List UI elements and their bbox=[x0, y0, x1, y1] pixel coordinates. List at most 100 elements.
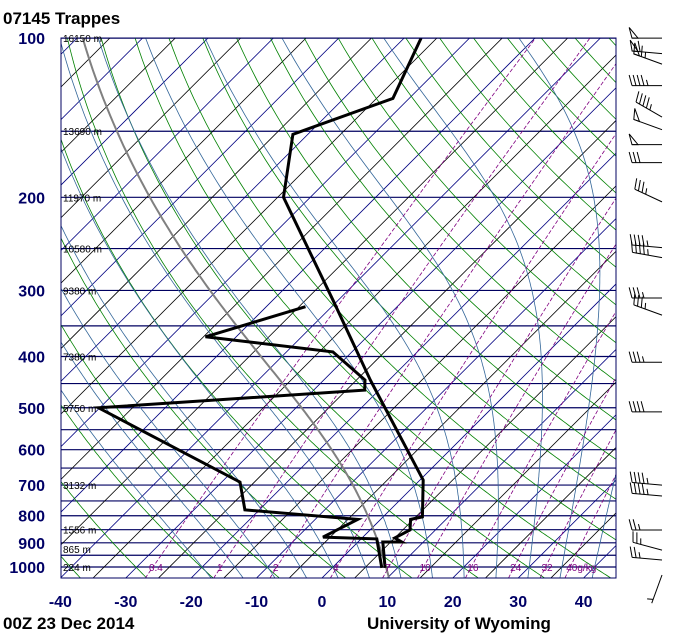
wind-barb bbox=[647, 574, 663, 604]
mixing-ratio-label: 24 bbox=[510, 563, 522, 574]
mixing-ratio-label: 32 bbox=[541, 563, 553, 574]
barb-feather bbox=[633, 293, 636, 305]
barb-feather bbox=[636, 287, 641, 299]
source-credit: University of Wyoming bbox=[367, 614, 551, 633]
wind-barb bbox=[630, 241, 663, 259]
mixing-ratio-label: 4 bbox=[333, 563, 339, 574]
temperature-tick-label: 40 bbox=[575, 594, 593, 611]
temperature-tick-label: -30 bbox=[114, 594, 137, 611]
dry-adiabat bbox=[61, 237, 347, 578]
barb-staff bbox=[632, 251, 663, 259]
height-label: 865 m bbox=[63, 545, 91, 556]
mixing-ratio-line bbox=[539, 429, 616, 578]
barb-staff bbox=[632, 556, 663, 561]
height-label: 10580 m bbox=[63, 245, 102, 256]
height-label: 7380 m bbox=[63, 353, 96, 364]
wind-barb bbox=[628, 74, 662, 87]
mixing-ratio-line bbox=[144, 38, 536, 578]
isotherm bbox=[61, 38, 601, 578]
mixing-ratio-label: 1 bbox=[217, 563, 223, 574]
dry-adiabat bbox=[677, 38, 697, 578]
dry-adiabat bbox=[473, 38, 616, 194]
barb-feather bbox=[640, 296, 643, 308]
wind-barb bbox=[633, 42, 663, 65]
isotherm bbox=[61, 38, 339, 317]
moist-adiabat bbox=[145, 38, 433, 578]
isotherm bbox=[158, 119, 616, 578]
mixing-ratio-label: 2 bbox=[273, 563, 279, 574]
plot-frame bbox=[60, 37, 617, 579]
wind-barb bbox=[628, 133, 662, 146]
barb-staff bbox=[632, 541, 663, 551]
temperature-tick-label: -40 bbox=[49, 594, 72, 611]
barb-feather bbox=[640, 45, 643, 57]
isotherm bbox=[61, 38, 78, 55]
mixing-ratio-line bbox=[508, 376, 616, 578]
isotherm bbox=[61, 38, 241, 219]
mixing-ratio-label: 10 bbox=[420, 563, 432, 574]
dry-adiabat bbox=[61, 324, 280, 578]
isotherm bbox=[61, 38, 307, 284]
wind-barb bbox=[629, 471, 663, 486]
barb-feather bbox=[629, 482, 633, 494]
height-label: 5750 m bbox=[63, 404, 96, 415]
barb-feather bbox=[636, 151, 641, 163]
barb-staff bbox=[634, 188, 663, 203]
pressure-tick-label: 600 bbox=[18, 443, 45, 460]
dry-adiabat bbox=[61, 138, 413, 578]
wind-barb bbox=[629, 482, 663, 497]
isotherm bbox=[517, 479, 616, 578]
barb-feather bbox=[630, 241, 633, 253]
barb-feather bbox=[640, 401, 645, 413]
barb-feather bbox=[629, 546, 633, 558]
wind-barb bbox=[628, 151, 662, 164]
barb-staff bbox=[635, 101, 663, 118]
barb-half-feather bbox=[646, 240, 649, 247]
moist-adiabat bbox=[61, 224, 308, 578]
isotherm bbox=[61, 38, 372, 350]
barb-feather bbox=[632, 351, 637, 363]
wind-barb bbox=[628, 287, 662, 299]
temperature-tick-label: 0 bbox=[318, 594, 327, 611]
isotherm bbox=[256, 218, 616, 578]
dry-adiabat bbox=[134, 38, 612, 578]
pressure-tick-label: 700 bbox=[18, 478, 45, 495]
isotherm bbox=[354, 316, 616, 578]
isotherm bbox=[386, 348, 616, 578]
barb-half-feather bbox=[644, 51, 647, 59]
height-label: 3132 m bbox=[63, 481, 96, 492]
barb-feather bbox=[633, 471, 637, 483]
barb-feather bbox=[628, 151, 633, 163]
barb-feather bbox=[641, 472, 645, 484]
dry-adiabat bbox=[337, 38, 616, 344]
height-label: 224 m bbox=[63, 563, 91, 574]
moist-adiabat bbox=[518, 38, 601, 578]
barb-half-feather bbox=[646, 477, 649, 484]
height-label: 9380 m bbox=[63, 286, 96, 297]
wind-barb bbox=[629, 546, 663, 561]
barb-feather bbox=[642, 95, 647, 107]
dry-adiabat bbox=[61, 481, 148, 578]
pressure-tick-label: 800 bbox=[18, 509, 45, 526]
barb-feather bbox=[637, 472, 641, 484]
dry-adiabat bbox=[574, 38, 616, 84]
isotherm bbox=[61, 38, 111, 88]
wind-barb bbox=[635, 91, 663, 118]
isotherm bbox=[190, 152, 616, 578]
wind-barb bbox=[628, 27, 662, 39]
barb-pennant bbox=[628, 27, 640, 39]
barb-feather bbox=[632, 74, 637, 86]
barb-feather bbox=[632, 519, 637, 531]
temperature-tick-label: -10 bbox=[245, 594, 268, 611]
isotherm bbox=[321, 283, 616, 578]
wind-barb bbox=[634, 178, 663, 203]
barb-staff bbox=[632, 481, 663, 486]
temperature-tick-label: 10 bbox=[379, 594, 397, 611]
barb-feather bbox=[629, 471, 633, 483]
station-title: 07145 Trappes bbox=[3, 9, 120, 28]
wind-barb bbox=[633, 293, 663, 316]
temperature-tick-label: 30 bbox=[509, 594, 527, 611]
barb-half-feather bbox=[637, 524, 641, 531]
